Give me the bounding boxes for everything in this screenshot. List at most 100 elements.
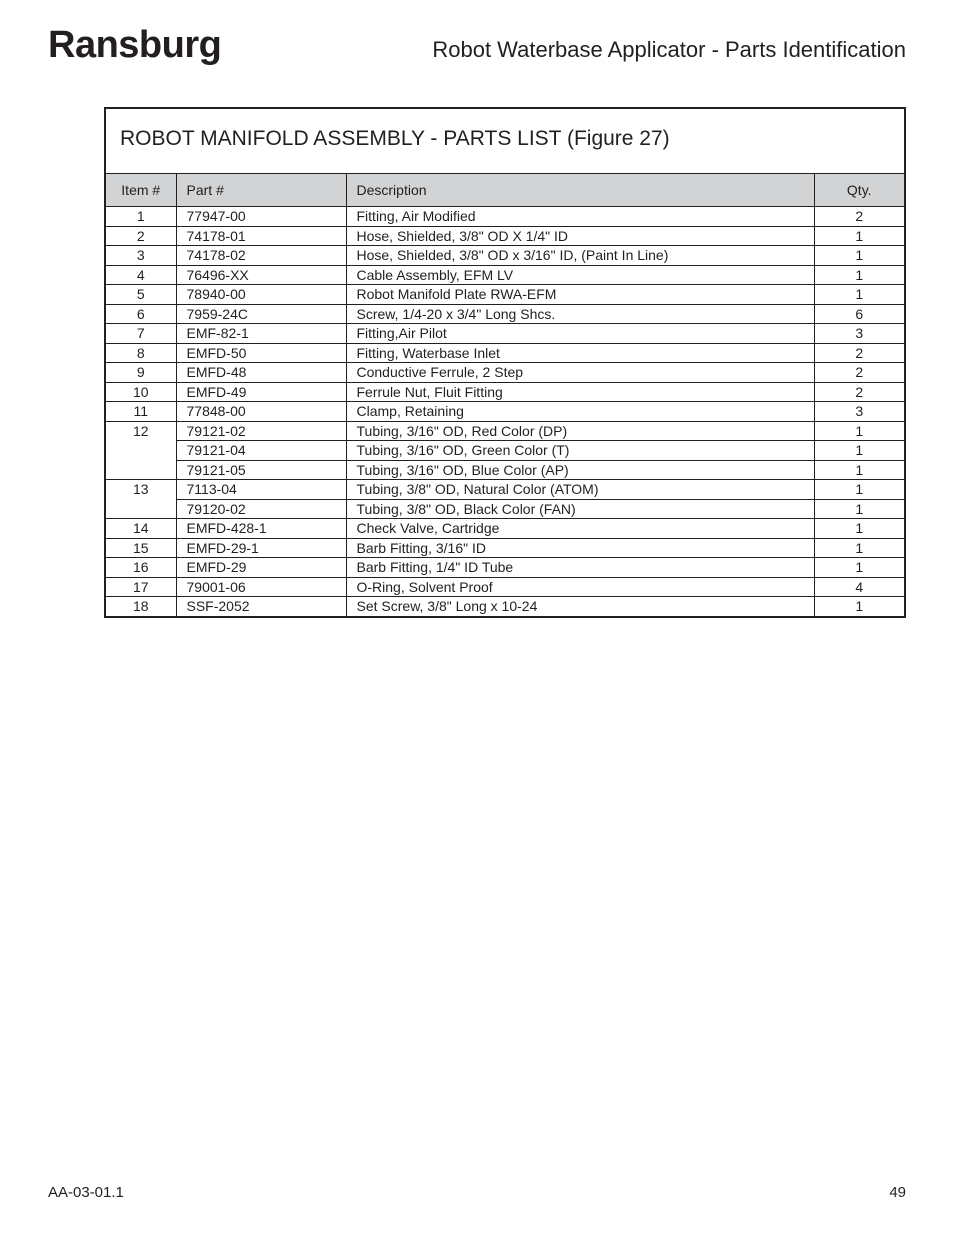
cell-qty: 1 — [814, 480, 904, 500]
cell-qty: 1 — [814, 538, 904, 558]
cell-qty: 1 — [814, 499, 904, 519]
table-row: 374178-02Hose, Shielded, 3/8" OD x 3/16"… — [106, 246, 904, 266]
cell-description: Conductive Ferrule, 2 Step — [346, 363, 814, 383]
cell-description: Set Screw, 3/8" Long x 10-24 — [346, 597, 814, 616]
table-row: 8EMFD-50Fitting, Waterbase Inlet2 — [106, 343, 904, 363]
table-row: 79121-05Tubing, 3/16" OD, Blue Color (AP… — [106, 460, 904, 480]
page: Ransburg Robot Waterbase Applicator - Pa… — [0, 0, 954, 1235]
cell-description: Cable Assembly, EFM LV — [346, 265, 814, 285]
cell-item: 5 — [106, 285, 176, 305]
cell-item: 15 — [106, 538, 176, 558]
cell-part: EMFD-29-1 — [176, 538, 346, 558]
page-header: Ransburg Robot Waterbase Applicator - Pa… — [48, 24, 906, 67]
cell-qty: 2 — [814, 382, 904, 402]
cell-item: 1 — [106, 207, 176, 227]
table-row: 274178-01Hose, Shielded, 3/8" OD X 1/4" … — [106, 226, 904, 246]
table-row: 177947-00Fitting, Air Modified2 — [106, 207, 904, 227]
cell-part: 79121-05 — [176, 460, 346, 480]
cell-part: 78940-00 — [176, 285, 346, 305]
cell-qty: 2 — [814, 207, 904, 227]
table-row: 1779001-06O-Ring, Solvent Proof4 — [106, 577, 904, 597]
table-row: 79120-02Tubing, 3/8" OD, Black Color (FA… — [106, 499, 904, 519]
cell-description: Tubing, 3/16" OD, Green Color (T) — [346, 441, 814, 461]
cell-item: 10 — [106, 382, 176, 402]
cell-qty: 1 — [814, 441, 904, 461]
cell-description: Tubing, 3/8" OD, Black Color (FAN) — [346, 499, 814, 519]
table-row: 7EMF-82-1Fitting,Air Pilot3 — [106, 324, 904, 344]
cell-item: 17 — [106, 577, 176, 597]
cell-qty: 1 — [814, 265, 904, 285]
cell-qty: 4 — [814, 577, 904, 597]
table-row: 476496-XXCable Assembly, EFM LV1 — [106, 265, 904, 285]
cell-description: Barb Fitting, 3/16" ID — [346, 538, 814, 558]
cell-qty: 2 — [814, 363, 904, 383]
table-row: 6 7959-24CScrew, 1/4-20 x 3/4" Long Shcs.… — [106, 304, 904, 324]
cell-item — [106, 441, 176, 461]
cell-item: 7 — [106, 324, 176, 344]
cell-part: 77848-00 — [176, 402, 346, 422]
doc-id: AA-03-01.1 — [48, 1184, 124, 1201]
cell-part: SSF-2052 — [176, 597, 346, 616]
cell-qty: 1 — [814, 460, 904, 480]
cell-description: Fitting, Air Modified — [346, 207, 814, 227]
cell-description: O-Ring, Solvent Proof — [346, 577, 814, 597]
cell-item: 18 — [106, 597, 176, 616]
cell-part: EMFD-50 — [176, 343, 346, 363]
cell-item: 14 — [106, 519, 176, 539]
panel-title: ROBOT MANIFOLD ASSEMBLY - PARTS LIST (Fi… — [106, 109, 904, 173]
cell-part: 79121-02 — [176, 421, 346, 441]
cell-item — [106, 499, 176, 519]
brand-logo: Ransburg — [48, 24, 221, 67]
cell-qty: 1 — [814, 226, 904, 246]
cell-part: 7959-24C — [176, 304, 346, 324]
table-row: 10EMFD-49Ferrule Nut, Fluit Fitting2 — [106, 382, 904, 402]
cell-description: Robot Manifold Plate RWA-EFM — [346, 285, 814, 305]
cell-part: 76496-XX — [176, 265, 346, 285]
table-row: 9EMFD-48Conductive Ferrule, 2 Step2 — [106, 363, 904, 383]
cell-item: 3 — [106, 246, 176, 266]
cell-part: EMFD-428-1 — [176, 519, 346, 539]
parts-panel: ROBOT MANIFOLD ASSEMBLY - PARTS LIST (Fi… — [104, 107, 906, 618]
table-row: 16EMFD-29Barb Fitting, 1/4" ID Tube1 — [106, 558, 904, 578]
parts-table-body: 177947-00Fitting, Air Modified2274178-01… — [106, 207, 904, 616]
cell-description: Tubing, 3/8" OD, Natural Color (ATOM) — [346, 480, 814, 500]
cell-description: Hose, Shielded, 3/8" OD X 1/4" ID — [346, 226, 814, 246]
col-header-qty: Qty. — [814, 174, 904, 207]
cell-part: 77947-00 — [176, 207, 346, 227]
cell-item: 9 — [106, 363, 176, 383]
cell-description: Clamp, Retaining — [346, 402, 814, 422]
cell-qty: 1 — [814, 519, 904, 539]
cell-qty: 3 — [814, 402, 904, 422]
cell-qty: 1 — [814, 421, 904, 441]
page-footer: AA-03-01.1 49 — [48, 1184, 906, 1201]
cell-description: Fitting,Air Pilot — [346, 324, 814, 344]
cell-part: 79120-02 — [176, 499, 346, 519]
page-number: 49 — [889, 1184, 906, 1201]
table-row: 14EMFD-428-1Check Valve, Cartridge1 — [106, 519, 904, 539]
cell-description: Screw, 1/4-20 x 3/4" Long Shcs. — [346, 304, 814, 324]
col-header-desc: Description — [346, 174, 814, 207]
cell-qty: 1 — [814, 246, 904, 266]
cell-part: 79121-04 — [176, 441, 346, 461]
table-row: 15EMFD-29-1Barb Fitting, 3/16" ID1 — [106, 538, 904, 558]
cell-part: EMFD-49 — [176, 382, 346, 402]
cell-qty: 1 — [814, 597, 904, 616]
cell-description: Check Valve, Cartridge — [346, 519, 814, 539]
cell-qty: 6 — [814, 304, 904, 324]
cell-qty: 1 — [814, 558, 904, 578]
cell-description: Fitting, Waterbase Inlet — [346, 343, 814, 363]
cell-item: 8 — [106, 343, 176, 363]
cell-description: Tubing, 3/16" OD, Red Color (DP) — [346, 421, 814, 441]
cell-item: 11 — [106, 402, 176, 422]
cell-qty: 2 — [814, 343, 904, 363]
table-row: 137113-04Tubing, 3/8" OD, Natural Color … — [106, 480, 904, 500]
cell-qty: 1 — [814, 285, 904, 305]
cell-description: Ferrule Nut, Fluit Fitting — [346, 382, 814, 402]
cell-item: 13 — [106, 480, 176, 500]
table-row: 578940-00Robot Manifold Plate RWA-EFM1 — [106, 285, 904, 305]
cell-description: Tubing, 3/16" OD, Blue Color (AP) — [346, 460, 814, 480]
cell-item: 12 — [106, 421, 176, 441]
parts-table: Item # Part # Description Qty. 177947-00… — [106, 173, 904, 616]
cell-part: EMF-82-1 — [176, 324, 346, 344]
cell-part: EMFD-48 — [176, 363, 346, 383]
